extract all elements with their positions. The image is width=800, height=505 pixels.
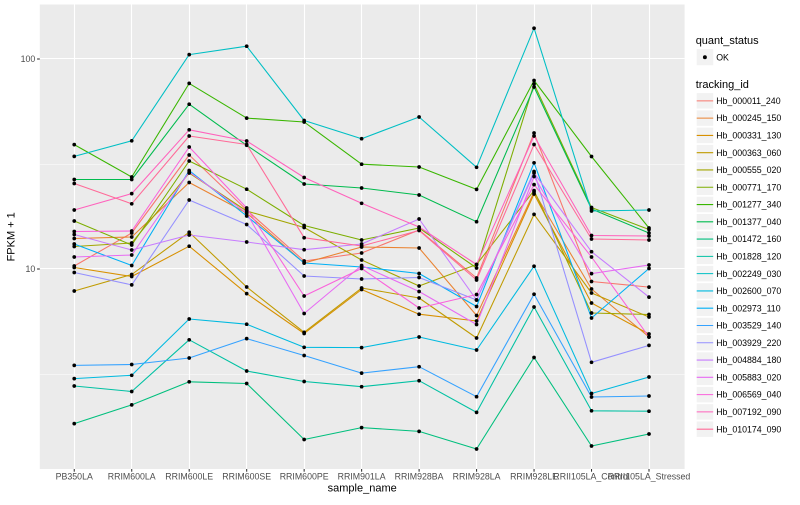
svg-text:RRIM600PE: RRIM600PE <box>280 472 329 482</box>
svg-text:Hb_004884_180: Hb_004884_180 <box>716 355 781 365</box>
svg-text:sample_name: sample_name <box>328 483 397 495</box>
svg-text:Hb_001377_040: Hb_001377_040 <box>716 217 781 227</box>
svg-text:100: 100 <box>21 54 36 64</box>
svg-text:Hb_002973_110: Hb_002973_110 <box>716 303 781 313</box>
svg-text:RRIM928LA: RRIM928LA <box>453 472 501 482</box>
svg-text:10: 10 <box>26 264 36 274</box>
svg-text:OK: OK <box>716 52 729 62</box>
svg-text:Hb_000011_240: Hb_000011_240 <box>716 96 781 106</box>
svg-text:tracking_id: tracking_id <box>696 79 749 91</box>
svg-text:RRIM600LE: RRIM600LE <box>165 472 213 482</box>
svg-text:Hb_000771_170: Hb_000771_170 <box>716 182 781 192</box>
svg-text:RRIM901LA: RRIM901LA <box>338 472 386 482</box>
svg-text:RRII105LA_Stressed: RRII105LA_Stressed <box>608 472 691 482</box>
svg-text:Hb_000331_130: Hb_000331_130 <box>716 131 781 141</box>
svg-text:Hb_002249_030: Hb_002249_030 <box>716 269 781 279</box>
svg-text:Hb_005883_020: Hb_005883_020 <box>716 372 781 382</box>
svg-text:Hb_002600_070: Hb_002600_070 <box>716 286 781 296</box>
svg-text:RRIM600SE: RRIM600SE <box>222 472 271 482</box>
svg-text:quant_status: quant_status <box>696 35 759 47</box>
svg-text:RRIM928LE: RRIM928LE <box>510 472 558 482</box>
svg-text:Hb_003929_220: Hb_003929_220 <box>716 338 781 348</box>
svg-text:Hb_001828_120: Hb_001828_120 <box>716 251 781 261</box>
svg-text:Hb_001277_340: Hb_001277_340 <box>716 200 781 210</box>
svg-text:Hb_006569_040: Hb_006569_040 <box>716 390 781 400</box>
svg-text:Hb_001472_160: Hb_001472_160 <box>716 234 781 244</box>
svg-text:RRIM928BA: RRIM928BA <box>395 472 444 482</box>
svg-text:Hb_000555_020: Hb_000555_020 <box>716 165 781 175</box>
svg-text:Hb_010174_090: Hb_010174_090 <box>716 424 781 434</box>
svg-text:Hb_007192_090: Hb_007192_090 <box>716 407 781 417</box>
svg-text:Hb_003529_140: Hb_003529_140 <box>716 321 781 331</box>
svg-text:PB350LA: PB350LA <box>56 472 93 482</box>
svg-text:RRII105LA_Control: RRII105LA_Control <box>553 472 629 482</box>
svg-text:Hb_000245_150: Hb_000245_150 <box>716 113 781 123</box>
svg-text:RRIM600LA: RRIM600LA <box>108 472 156 482</box>
svg-text:FPKM + 1: FPKM + 1 <box>6 212 18 261</box>
svg-text:Hb_000363_060: Hb_000363_060 <box>716 148 781 158</box>
